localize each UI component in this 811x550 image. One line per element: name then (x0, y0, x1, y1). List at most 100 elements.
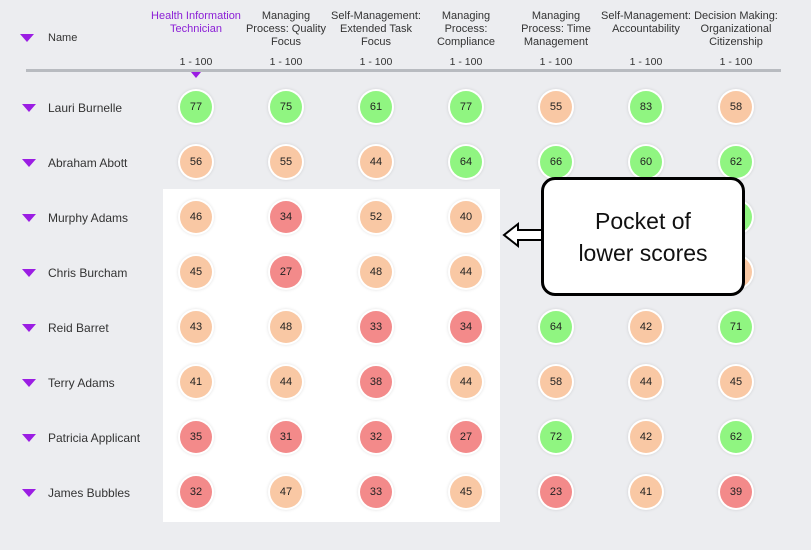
row-name[interactable]: Chris Burcham (22, 245, 127, 300)
score-badge[interactable]: 61 (360, 91, 392, 123)
callout-arrow-icon (502, 221, 544, 249)
row-name[interactable]: Terry Adams (22, 355, 115, 410)
score-badge[interactable]: 75 (270, 91, 302, 123)
expand-row-icon[interactable] (22, 488, 36, 497)
score-badge[interactable]: 64 (450, 146, 482, 178)
score-badge[interactable]: 56 (180, 146, 212, 178)
row-name[interactable]: Patricia Applicant (22, 410, 140, 465)
score-badge[interactable]: 45 (180, 256, 212, 288)
row-name[interactable]: James Bubbles (22, 465, 130, 520)
score-badge[interactable]: 48 (360, 256, 392, 288)
score-badge[interactable]: 62 (720, 146, 752, 178)
column-range: 1 - 100 (179, 56, 213, 68)
row-name[interactable]: Reid Barret (22, 300, 109, 355)
expand-row-icon[interactable] (22, 323, 36, 332)
score-badge[interactable]: 34 (450, 311, 482, 343)
score-badge[interactable]: 23 (540, 476, 572, 508)
row-name[interactable]: Murphy Adams (22, 190, 128, 245)
score-badge[interactable]: 44 (270, 366, 302, 398)
table-row[interactable]: Patricia Applicant 35 31 32 27 72 42 62 (0, 410, 811, 465)
low-score-highlight (163, 189, 500, 522)
expand-row-icon[interactable] (22, 433, 36, 442)
column-header[interactable]: Managing Process: Compliance 1 - 100 (421, 10, 511, 71)
row-name[interactable]: Lauri Burnelle (22, 80, 122, 135)
score-badge[interactable]: 33 (360, 311, 392, 343)
score-badge[interactable]: 33 (360, 476, 392, 508)
table-row[interactable]: Murphy Adams 46 34 52 40 (0, 190, 811, 245)
score-badge[interactable]: 38 (360, 366, 392, 398)
score-badge[interactable]: 60 (630, 146, 662, 178)
expand-row-icon[interactable] (22, 268, 36, 277)
header-divider (26, 69, 781, 72)
score-badge[interactable]: 27 (270, 256, 302, 288)
score-badge[interactable]: 77 (180, 91, 212, 123)
score-badge[interactable]: 64 (540, 311, 572, 343)
table-row[interactable]: Abraham Abott 56 55 44 64 66 60 62 (0, 135, 811, 190)
score-badge[interactable]: 83 (630, 91, 662, 123)
expand-row-icon[interactable] (22, 213, 36, 222)
score-badge[interactable]: 42 (630, 311, 662, 343)
column-range: 1 - 100 (269, 56, 303, 68)
score-badge[interactable]: 32 (180, 476, 212, 508)
column-title: Managing Process: Quality Focus (245, 10, 327, 48)
score-badge[interactable]: 72 (540, 421, 572, 453)
score-badge[interactable]: 27 (450, 421, 482, 453)
column-range: 1 - 100 (359, 56, 393, 68)
score-badge[interactable]: 44 (450, 366, 482, 398)
expand-row-icon[interactable] (22, 378, 36, 387)
column-header[interactable]: Managing Process: Quality Focus 1 - 100 (241, 10, 331, 71)
column-header[interactable]: Health Information Technician 1 - 100 (151, 10, 241, 71)
candidate-name: Murphy Adams (48, 210, 129, 225)
column-range: 1 - 100 (539, 56, 573, 68)
callout-box: Pocket of lower scores (541, 177, 745, 296)
column-range: 1 - 100 (719, 56, 753, 68)
score-badge[interactable]: 31 (270, 421, 302, 453)
score-badge[interactable]: 47 (270, 476, 302, 508)
candidate-name: Lauri Burnelle (48, 100, 123, 115)
score-badge[interactable]: 71 (720, 311, 752, 343)
column-header[interactable]: Decision Making: Organizational Citizens… (691, 10, 781, 71)
column-title: Managing Process: Compliance (436, 10, 496, 48)
column-title: Managing Process: Time Management (521, 10, 591, 48)
score-badge[interactable]: 39 (720, 476, 752, 508)
score-badge[interactable]: 35 (180, 421, 212, 453)
score-badge[interactable]: 44 (630, 366, 662, 398)
candidate-name: Terry Adams (48, 375, 115, 390)
table-row[interactable]: Lauri Burnelle 77 75 61 77 55 83 58 (0, 80, 811, 135)
score-badge[interactable]: 40 (450, 201, 482, 233)
score-badge[interactable]: 66 (540, 146, 572, 178)
table-row[interactable]: Reid Barret 43 48 33 34 64 42 71 (0, 300, 811, 355)
score-badge[interactable]: 44 (450, 256, 482, 288)
row-name[interactable]: Abraham Abott (22, 135, 127, 190)
score-badge[interactable]: 58 (540, 366, 572, 398)
score-badge[interactable]: 46 (180, 201, 212, 233)
table-row[interactable]: Chris Burcham 45 27 48 44 (0, 245, 811, 300)
score-badge[interactable]: 41 (630, 476, 662, 508)
score-badge[interactable]: 77 (450, 91, 482, 123)
expand-row-icon[interactable] (22, 158, 36, 167)
candidate-name: James Bubbles (48, 485, 131, 500)
score-badge[interactable]: 55 (540, 91, 572, 123)
score-badge[interactable]: 48 (270, 311, 302, 343)
score-badge[interactable]: 34 (270, 201, 302, 233)
score-badge[interactable]: 32 (360, 421, 392, 453)
expand-row-icon[interactable] (22, 103, 36, 112)
score-badge[interactable]: 55 (270, 146, 302, 178)
score-badge[interactable]: 42 (630, 421, 662, 453)
column-header[interactable]: Managing Process: Time Management 1 - 100 (511, 10, 601, 71)
score-badge[interactable]: 45 (450, 476, 482, 508)
score-badge[interactable]: 52 (360, 201, 392, 233)
column-header[interactable]: Self-Management: Accountability 1 - 100 (601, 10, 691, 71)
column-range: 1 - 100 (629, 56, 663, 68)
score-badge[interactable]: 43 (180, 311, 212, 343)
table-row[interactable]: James Bubbles 32 47 33 45 23 41 39 (0, 465, 811, 520)
column-header[interactable]: Self-Management: Extended Task Focus 1 - … (331, 10, 421, 71)
name-column-header[interactable]: Name (20, 32, 77, 44)
score-badge[interactable]: 45 (720, 366, 752, 398)
score-badge[interactable]: 58 (720, 91, 752, 123)
sort-down-icon[interactable] (20, 34, 34, 42)
score-badge[interactable]: 62 (720, 421, 752, 453)
score-badge[interactable]: 44 (360, 146, 392, 178)
table-row[interactable]: Terry Adams 41 44 38 44 58 44 45 (0, 355, 811, 410)
score-badge[interactable]: 41 (180, 366, 212, 398)
